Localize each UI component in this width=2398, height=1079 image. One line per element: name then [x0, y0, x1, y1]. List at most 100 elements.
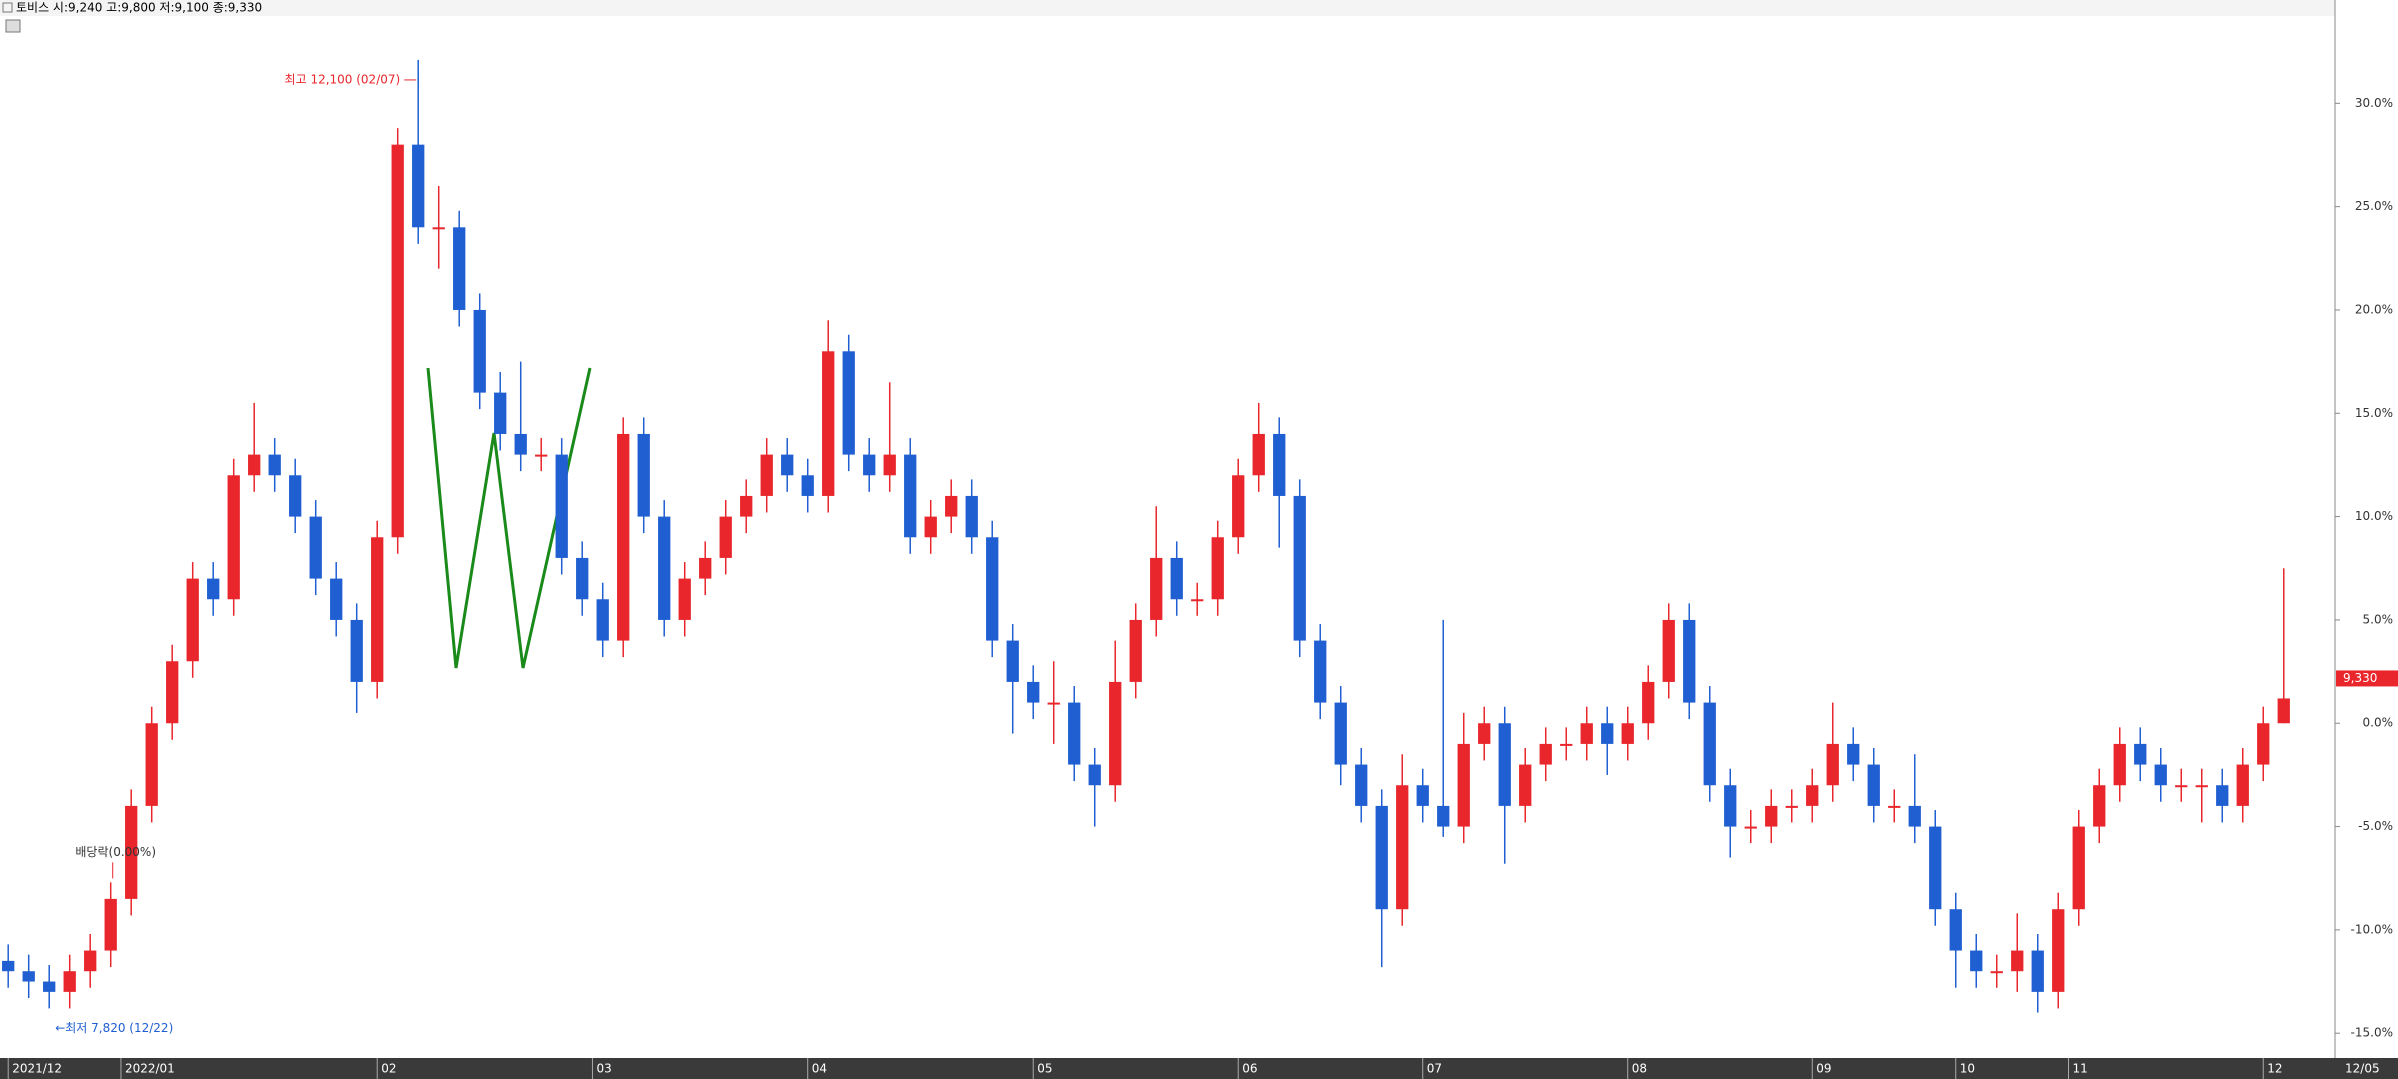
candle-body	[1437, 805, 1450, 827]
candle-body	[1785, 805, 1798, 808]
candle-body	[1539, 743, 1552, 765]
y-tick-label: 0.0%	[2363, 716, 2394, 730]
candle-body	[412, 144, 425, 228]
candle-body	[268, 454, 281, 476]
candle-body	[904, 454, 917, 538]
price-tag	[2336, 670, 2398, 687]
candle-body	[1724, 785, 1737, 827]
end-date: 12/05	[2345, 1062, 2380, 1076]
candle-body	[1703, 702, 1716, 786]
x-tick-label: 04	[812, 1062, 827, 1076]
candle-body	[1273, 433, 1286, 496]
candle-body	[801, 475, 814, 496]
candle-body	[166, 661, 179, 724]
x-tick-label: 02	[381, 1062, 396, 1076]
candle-body	[1252, 433, 1265, 476]
candle-body	[596, 599, 609, 641]
candle-body	[1929, 826, 1942, 910]
candle-body	[1068, 702, 1081, 765]
candle-body	[2011, 950, 2024, 972]
candle-body	[986, 537, 999, 641]
candle-body	[2, 960, 15, 972]
x-tick-label: 08	[1632, 1062, 1647, 1076]
candle-body	[1560, 743, 1573, 746]
candle-body	[514, 433, 527, 455]
menu-icon[interactable]	[2, 2, 13, 13]
candle-body	[1888, 805, 1901, 808]
candle-body	[2031, 950, 2044, 992]
candle-body	[289, 475, 302, 517]
candle-body	[965, 495, 978, 538]
candle-body	[330, 578, 343, 620]
candle-body	[863, 454, 876, 476]
candle-body	[1109, 681, 1122, 786]
dividend-label: 배당락(0.00%)	[75, 845, 156, 859]
candle-body	[2195, 785, 2208, 788]
candle-body	[1867, 764, 1880, 806]
candle-body	[2236, 764, 2249, 806]
candle-body	[2113, 743, 2126, 786]
candle-body	[84, 950, 97, 972]
candle-body	[1232, 475, 1245, 538]
candle-body	[2093, 785, 2106, 827]
candle-body	[555, 454, 568, 558]
candle-body	[2134, 743, 2147, 765]
candle-body	[1498, 723, 1511, 806]
candle-body	[1642, 681, 1655, 724]
candle-body	[2052, 909, 2065, 992]
x-tick-label: 12	[2267, 1062, 2282, 1076]
candle-body	[1191, 599, 1204, 602]
candle-body	[1970, 950, 1983, 972]
candle-body	[309, 516, 322, 579]
candle-body	[535, 454, 548, 457]
candle-body	[1601, 723, 1614, 744]
candle-body	[1683, 619, 1696, 703]
x-tick-label: 05	[1037, 1062, 1052, 1076]
toggle-icon[interactable]	[5, 19, 21, 33]
candle-body	[432, 227, 445, 230]
y-tick-label: 15.0%	[2355, 406, 2393, 420]
candle-body	[207, 578, 220, 600]
candle-body	[1519, 764, 1532, 806]
candle-body	[248, 454, 261, 476]
candle-body	[1580, 723, 1593, 744]
candle-body	[145, 723, 158, 806]
pattern-line	[426, 367, 592, 669]
candle-body	[1375, 805, 1388, 910]
x-tick-label: 2022/01	[125, 1062, 175, 1076]
candle-body	[658, 516, 671, 620]
candle-body	[1314, 640, 1327, 703]
candle-body	[617, 433, 630, 641]
candle-body	[2154, 764, 2167, 786]
candle-body	[2277, 698, 2290, 724]
candle-body	[637, 433, 650, 517]
x-tick-label: 07	[1427, 1062, 1442, 1076]
candle-body	[391, 144, 404, 538]
candle-body	[104, 898, 117, 951]
candle-body	[740, 495, 753, 517]
x-axis-bar	[0, 1058, 2398, 1079]
y-tick-label: 5.0%	[2363, 612, 2394, 626]
candle-body	[1457, 743, 1470, 827]
candle-body	[43, 981, 56, 992]
candle-body	[350, 619, 363, 682]
candle-body	[822, 351, 835, 496]
candle-body	[1396, 785, 1409, 910]
candle-body	[945, 495, 958, 517]
candle-body	[1621, 723, 1634, 744]
candle-body	[1847, 743, 1860, 765]
candle-body	[1949, 909, 1962, 951]
candle-body	[924, 516, 937, 538]
candle-body	[494, 392, 507, 434]
candle-body	[1129, 619, 1142, 682]
y-tick-label: -15.0%	[2351, 1026, 2393, 1040]
candle-body	[2175, 785, 2188, 788]
candle-body	[371, 537, 384, 682]
candle-body	[1150, 557, 1163, 620]
candle-body	[1806, 785, 1819, 806]
low-label: ←최저 7,820 (12/22)	[55, 1021, 173, 1035]
candle-body	[2257, 723, 2270, 765]
candle-body	[1478, 723, 1491, 744]
candle-body	[1334, 702, 1347, 765]
